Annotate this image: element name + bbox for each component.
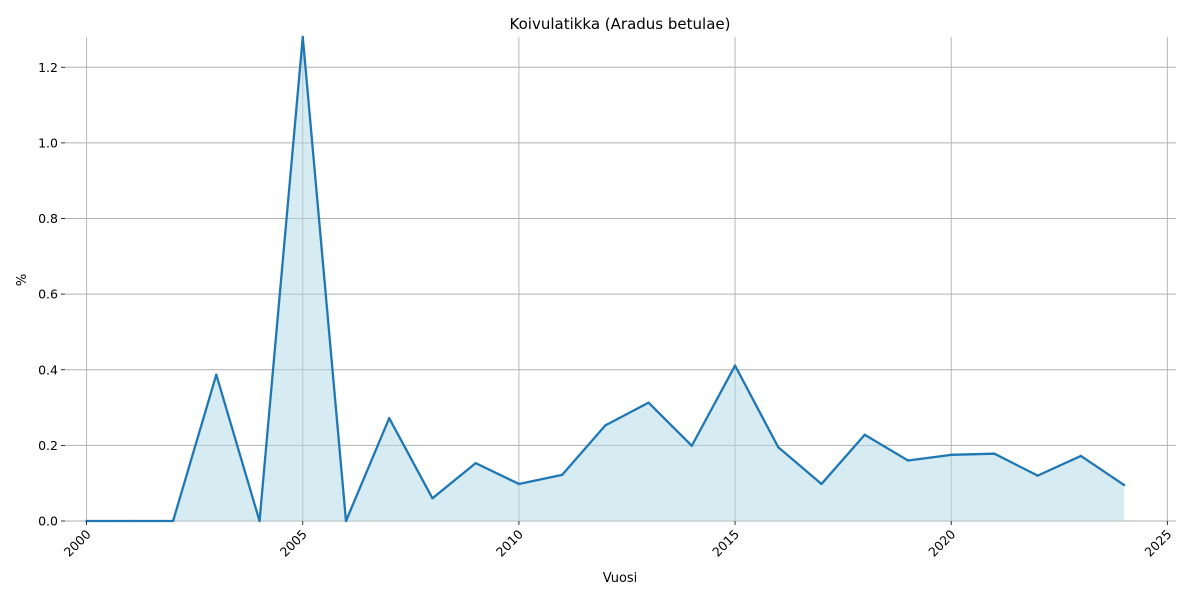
y-tick-label: 0.8 — [38, 211, 58, 226]
data-point — [690, 444, 694, 447]
x-tick-label: 2005 — [277, 527, 310, 560]
x-axis-label: Vuosi — [603, 571, 638, 586]
data-point — [906, 459, 910, 462]
data-point — [258, 519, 261, 523]
y-tick-label: 1.2 — [38, 60, 58, 75]
x-tick-label: 2010 — [493, 526, 526, 559]
series-area-fill — [86, 37, 1125, 521]
data-point — [1036, 474, 1039, 477]
data-point — [474, 461, 477, 465]
y-tick-label: 0.2 — [38, 438, 58, 453]
x-tick-label: 2015 — [709, 527, 742, 560]
y-tick-label: 1.0 — [38, 135, 58, 150]
data-point — [733, 364, 737, 367]
data-point — [128, 519, 132, 523]
data-point — [863, 433, 866, 436]
y-tick-label: 0.6 — [38, 287, 58, 302]
y-axis-ticks: 0.0 0.2 0.4 0.6 0.8 1.0 1.2 — [38, 60, 65, 529]
data-point — [388, 416, 391, 420]
x-tick-label: 2000 — [61, 526, 94, 559]
x-tick-label: 2025 — [1141, 527, 1174, 560]
data-point — [560, 473, 564, 477]
data-point — [1122, 483, 1126, 487]
data-point — [993, 452, 996, 455]
area-layer — [85, 35, 1126, 523]
data-point — [215, 373, 218, 376]
data-point — [950, 453, 953, 457]
data-point — [820, 482, 823, 486]
data-point — [301, 35, 304, 39]
x-axis-ticks: 2000 2005 2010 2015 2020 2025 — [61, 521, 1174, 560]
y-tick-label: 0.0 — [38, 514, 58, 529]
x-tick-label: 2020 — [925, 526, 958, 559]
data-point — [344, 519, 348, 523]
data-point — [171, 519, 175, 523]
chart-title: Koivulatikka (Aradus betulae) — [510, 15, 731, 33]
data-point — [431, 497, 434, 500]
y-axis-label: % — [15, 274, 30, 286]
data-point — [777, 446, 780, 449]
data-point — [647, 401, 650, 404]
y-tick-label: 0.4 — [38, 362, 58, 377]
data-point — [604, 424, 607, 427]
data-point — [517, 482, 521, 486]
data-point — [1079, 454, 1083, 458]
